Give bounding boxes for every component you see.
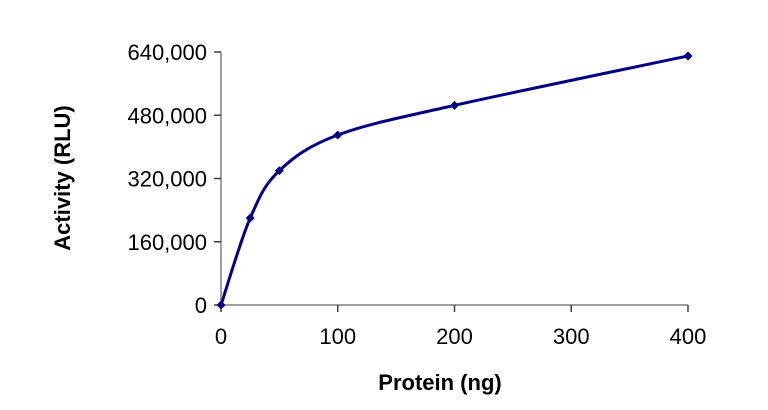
x-tick-label: 400 (670, 324, 707, 349)
x-tick-label: 200 (436, 324, 473, 349)
x-axis-title: Protein (ng) (378, 370, 501, 395)
diamond-marker-icon (333, 130, 343, 140)
diamond-marker-icon (450, 100, 459, 110)
diamond-marker-icon (216, 300, 226, 310)
diamond-marker-icon (245, 213, 255, 223)
x-tick-label: 0 (215, 324, 227, 349)
series-line (219, 54, 689, 306)
data-series (216, 51, 693, 310)
y-tick-label: 480,000 (127, 103, 207, 128)
y-tick-label: 160,000 (127, 230, 207, 255)
y-axis-title: Activity (RLU) (50, 105, 75, 250)
y-tick-label: 0 (195, 293, 207, 318)
y-tick-label: 640,000 (127, 40, 207, 65)
x-axis: 0 100 200 300 400 (215, 304, 707, 349)
x-tick-label: 100 (319, 324, 356, 349)
y-tick-label: 320,000 (127, 167, 207, 192)
diamond-marker-icon (683, 51, 693, 61)
y-axis: 0 160,000 320,000 480,000 640,000 (127, 40, 222, 318)
diamond-marker-icon (274, 166, 284, 176)
x-tick-label: 300 (553, 324, 590, 349)
